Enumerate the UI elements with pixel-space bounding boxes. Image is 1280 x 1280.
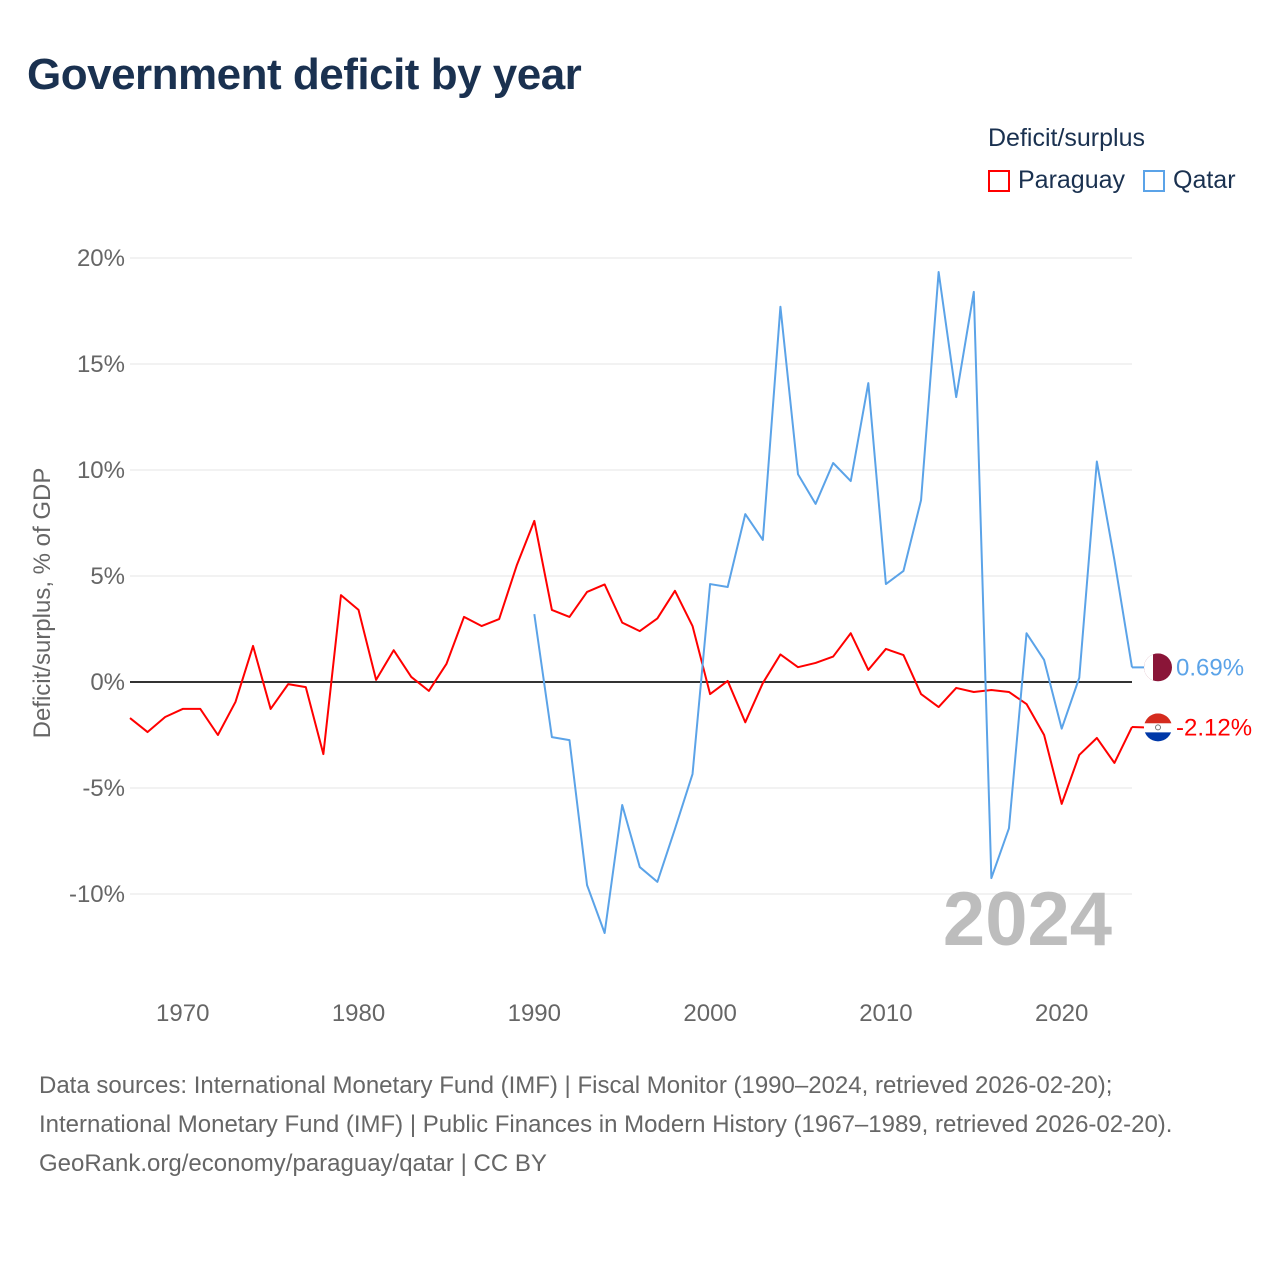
- year-label: 2024: [943, 877, 1112, 962]
- x-tick-label: 1990: [508, 1000, 561, 1027]
- y-tick-label: 0%: [90, 669, 125, 696]
- qatar-flag-icon: [1144, 653, 1172, 682]
- x-tick-label: 2000: [683, 1000, 736, 1027]
- x-tick-label: 1970: [156, 1000, 209, 1027]
- legend-item-qatar[interactable]: Qatar: [1143, 166, 1236, 195]
- chart-title: Government deficit by year: [27, 50, 582, 99]
- x-tick-label: 1980: [332, 1000, 385, 1027]
- y-tick-label: 5%: [90, 563, 125, 590]
- series-line-qatar: [533, 270, 1133, 935]
- y-tick-label: 10%: [77, 457, 125, 484]
- legend-swatch-paraguay: [988, 169, 1010, 192]
- legend-label-qatar: Qatar: [1173, 166, 1236, 194]
- paraguay-flag-icon: [1144, 713, 1172, 742]
- legend-label-paraguay: Paraguay: [1018, 166, 1126, 194]
- y-tick-label: -10%: [69, 881, 125, 908]
- legend-title: Deficit/surplus: [988, 124, 1145, 152]
- y-tick-label: 15%: [77, 351, 125, 378]
- y-axis-label: Deficit/surplus, % of GDP: [29, 468, 56, 739]
- end-value-label-qatar: 0.69%: [1176, 654, 1244, 681]
- legend-swatch-qatar: [1143, 169, 1165, 192]
- source-note: Data sources: International Monetary Fun…: [39, 1066, 1249, 1183]
- x-tick-label: 2010: [859, 1000, 912, 1027]
- legend-item-paraguay[interactable]: Paraguay: [988, 166, 1125, 195]
- end-value-label-paraguay: -2.12%: [1176, 714, 1252, 741]
- y-tick-label: -5%: [82, 775, 125, 802]
- y-tick-label: 20%: [77, 245, 125, 272]
- series-line-paraguay: [129, 519, 1133, 805]
- source-text: Data sources: International Monetary Fun…: [39, 1072, 1173, 1138]
- x-tick-label: 2020: [1035, 1000, 1088, 1027]
- source-link[interactable]: GeoRank.org/economy/paraguay/qatar | CC …: [39, 1150, 547, 1177]
